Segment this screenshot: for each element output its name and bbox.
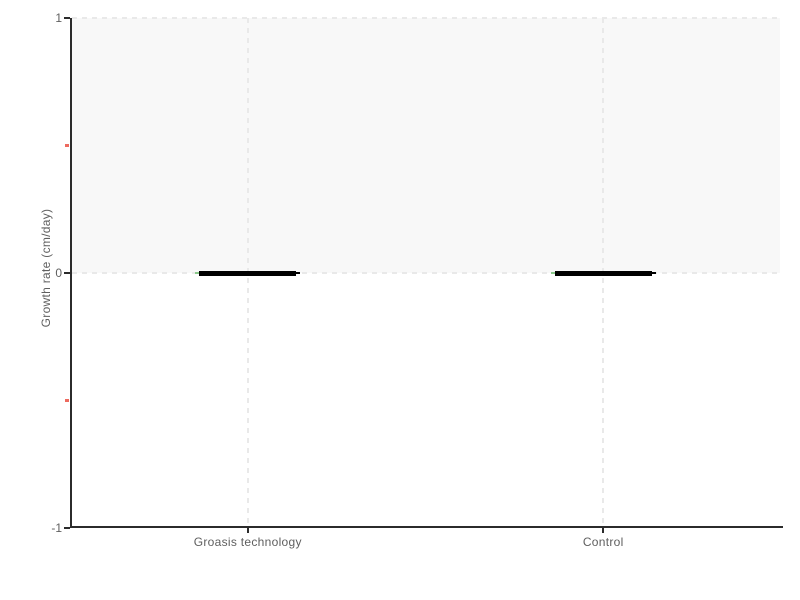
horizontal-gridline bbox=[72, 17, 780, 19]
positive-region-band bbox=[72, 18, 780, 273]
y-axis-minor-tick bbox=[65, 144, 69, 147]
y-tick-label: 1 bbox=[55, 11, 62, 25]
whisker-hint bbox=[650, 272, 656, 274]
y-axis-title: Growth rate (cm/day) bbox=[39, 208, 53, 328]
y-axis-tick bbox=[64, 272, 70, 274]
whisker-hint bbox=[295, 272, 301, 274]
x-axis-tick bbox=[246, 528, 249, 533]
horizontal-gridline bbox=[72, 272, 780, 274]
plot-area: 1 0 -1 Groasis technology Control bbox=[51, 11, 783, 549]
x-category-label: Control bbox=[582, 535, 624, 549]
box-edge-hint bbox=[195, 272, 202, 274]
box-edge-hint bbox=[550, 272, 557, 274]
y-tick-label: 0 bbox=[55, 266, 62, 280]
y-axis-tick bbox=[64, 17, 70, 19]
y-axis-line bbox=[70, 18, 72, 528]
median-line bbox=[554, 270, 652, 276]
y-axis-minor-tick bbox=[65, 399, 69, 402]
y-tick-label: -1 bbox=[51, 521, 62, 535]
x-category-label: Groasis technology bbox=[193, 535, 302, 549]
x-axis-tick bbox=[602, 528, 605, 533]
median-line bbox=[199, 270, 297, 276]
x-axis-line bbox=[70, 526, 783, 528]
y-axis-tick bbox=[64, 527, 70, 529]
